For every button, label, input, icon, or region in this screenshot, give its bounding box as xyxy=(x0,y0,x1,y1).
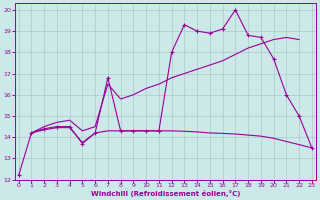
X-axis label: Windchill (Refroidissement éolien,°C): Windchill (Refroidissement éolien,°C) xyxy=(91,190,240,197)
